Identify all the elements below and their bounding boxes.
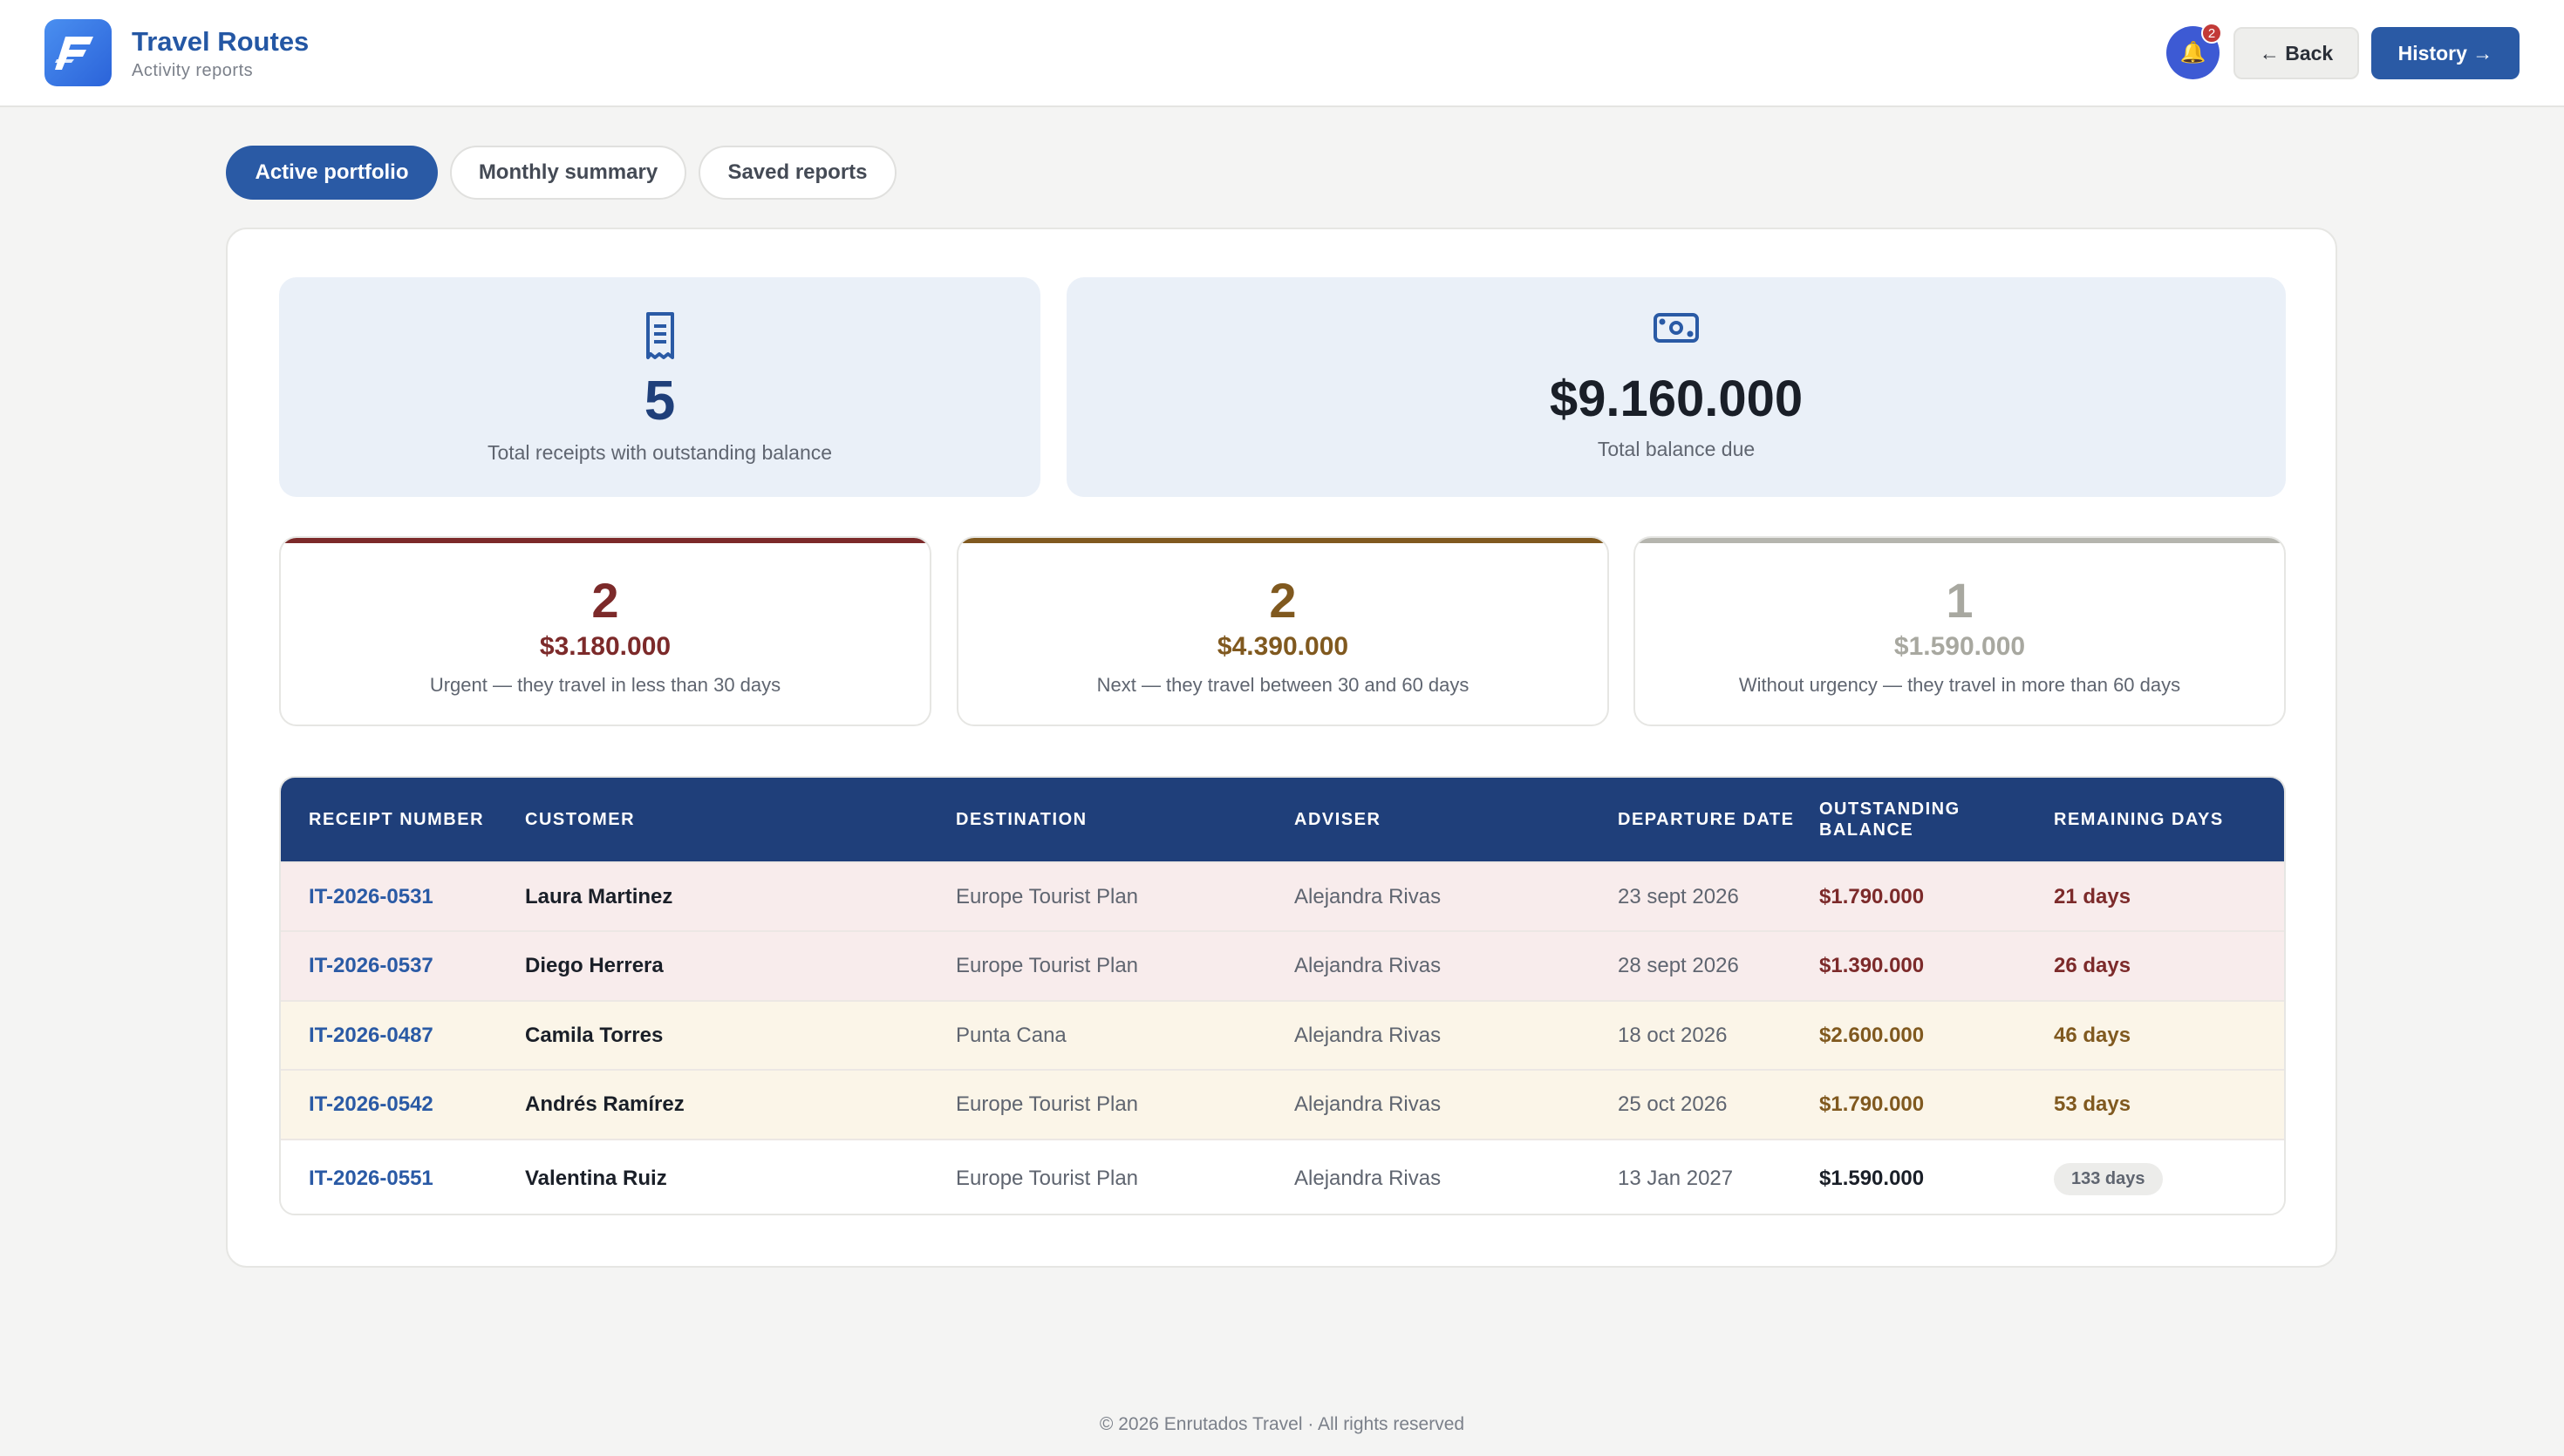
adviser: Alejandra Rivas [1294, 1023, 1442, 1047]
top-bar: Travel Routes Activity reports 🔔 2 ← Bac… [0, 0, 2564, 107]
customer-name: Camila Torres [525, 1023, 664, 1047]
portfolio-card: 5 Total receipts with outstanding balanc… [226, 228, 2337, 1268]
receipts-label: Total receipts with outstanding balance [487, 441, 833, 464]
bell-icon: 🔔 [2179, 41, 2206, 65]
next-count: 2 [1269, 573, 1297, 628]
app-subtitle: Activity reports [132, 61, 254, 80]
table-header: RECEIPT NUMBER CUSTOMER DESTINATION ADVI… [281, 778, 2284, 861]
history-button[interactable]: History → [2371, 27, 2520, 79]
footer-copyright: © 2026 Enrutados Travel · All rights res… [1099, 1414, 1465, 1434]
destination: Europe Tourist Plan [956, 1092, 1139, 1116]
receipt-link[interactable]: IT-2026-0551 [309, 1167, 433, 1190]
column-header[interactable]: REMAINING DAYS [2054, 810, 2224, 829]
next-label: Next — they travel between 30 and 60 day… [1096, 674, 1470, 696]
outstanding-balance: $1.390.000 [1819, 954, 1925, 977]
urgent-card: 2 $3.180.000 Urgent — they travel in les… [279, 536, 931, 726]
balance-label: Total balance due [1597, 438, 1756, 460]
next-amount: $4.390.000 [1217, 632, 1349, 661]
column-header[interactable]: DESTINATION [956, 810, 1088, 829]
app-logo[interactable] [44, 19, 112, 86]
urgent-count: 2 [591, 573, 619, 628]
remaining-days: 26 days [2054, 954, 2131, 977]
receipt-icon [643, 310, 678, 365]
adviser: Alejandra Rivas [1294, 1167, 1442, 1190]
no-urgency-count: 1 [1946, 573, 1974, 628]
outstanding-balance: $1.790.000 [1819, 1092, 1925, 1116]
destination: Europe Tourist Plan [956, 954, 1139, 977]
table-row[interactable]: IT-2026-0537 Diego Herrera Europe Touris… [281, 930, 2284, 1000]
receipt-link[interactable]: IT-2026-0537 [309, 954, 433, 977]
total-balance: $9.160.000 [1549, 371, 1804, 427]
customer-name: Laura Martinez [525, 884, 673, 908]
back-button[interactable]: ← Back [2233, 27, 2359, 79]
adviser: Alejandra Rivas [1294, 884, 1442, 908]
remaining-days: 46 days [2054, 1023, 2131, 1047]
departure-date: 23 sept 2026 [1618, 884, 1739, 908]
adviser: Alejandra Rivas [1294, 954, 1442, 977]
tab-saved-reports[interactable]: Saved reports [699, 146, 897, 200]
table-row[interactable]: IT-2026-0542 Andrés Ramírez Europe Touri… [281, 1069, 2284, 1139]
destination: Europe Tourist Plan [956, 884, 1139, 908]
outstanding-balance: $2.600.000 [1819, 1023, 1925, 1047]
column-header[interactable]: RECEIPT NUMBER [309, 810, 485, 829]
no-urgency-card: 1 $1.590.000 Without urgency — they trav… [1633, 536, 2286, 726]
urgent-label: Urgent — they travel in less than 30 day… [429, 674, 781, 696]
customer-name: Valentina Ruiz [525, 1167, 667, 1190]
no-urgency-label: Without urgency — they travel in more th… [1738, 674, 2181, 696]
destination: Europe Tourist Plan [956, 1167, 1139, 1190]
outstanding-balance: $1.790.000 [1819, 884, 1925, 908]
column-header[interactable]: OUTSTANDING BALANCE [1819, 799, 1961, 840]
no-urgency-amount: $1.590.000 [1893, 632, 2026, 661]
tab-monthly-summary[interactable]: Monthly summary [450, 146, 686, 200]
receipt-link[interactable]: IT-2026-0531 [309, 884, 433, 908]
receipts-table: RECEIPT NUMBER CUSTOMER DESTINATION ADVI… [279, 776, 2286, 1215]
receipt-link[interactable]: IT-2026-0487 [309, 1023, 433, 1047]
urgent-amount: $3.180.000 [539, 632, 672, 661]
column-header[interactable]: CUSTOMER [525, 810, 636, 829]
app-title: Travel Routes [132, 26, 310, 57]
notification-badge: 2 [2201, 23, 2222, 44]
adviser: Alejandra Rivas [1294, 1092, 1442, 1116]
column-header[interactable]: ADVISER [1294, 810, 1381, 829]
receipt-link[interactable]: IT-2026-0542 [309, 1092, 433, 1116]
remaining-days: 21 days [2054, 884, 2131, 908]
outstanding-balance: $1.590.000 [1819, 1167, 1925, 1190]
receipts-summary: 5 Total receipts with outstanding balanc… [279, 277, 1040, 497]
table-row[interactable]: IT-2026-0551 Valentina Ruiz Europe Touri… [281, 1139, 2284, 1214]
departure-date: 18 oct 2026 [1618, 1023, 1728, 1047]
tab-active-portfolio[interactable]: Active portfolio [226, 146, 438, 200]
customer-name: Andrés Ramírez [525, 1092, 685, 1116]
customer-name: Diego Herrera [525, 954, 664, 977]
table-row[interactable]: IT-2026-0531 Laura Martinez Europe Touri… [281, 861, 2284, 930]
remaining-days: 53 days [2054, 1092, 2131, 1116]
balance-summary: $9.160.000 Total balance due [1067, 277, 2286, 497]
column-header[interactable]: DEPARTURE DATE [1618, 810, 1795, 829]
table-row[interactable]: IT-2026-0487 Camila Torres Punta Cana Al… [281, 1000, 2284, 1069]
destination: Punta Cana [956, 1023, 1067, 1047]
cash-icon [1653, 310, 1700, 350]
departure-date: 13 Jan 2027 [1618, 1167, 1734, 1190]
remaining-days-badge: 133 days [2054, 1162, 2163, 1195]
receipts-count: 5 [644, 369, 676, 432]
departure-date: 28 sept 2026 [1618, 954, 1739, 977]
next-card: 2 $4.390.000 Next — they travel between … [957, 536, 1609, 726]
departure-date: 25 oct 2026 [1618, 1092, 1728, 1116]
